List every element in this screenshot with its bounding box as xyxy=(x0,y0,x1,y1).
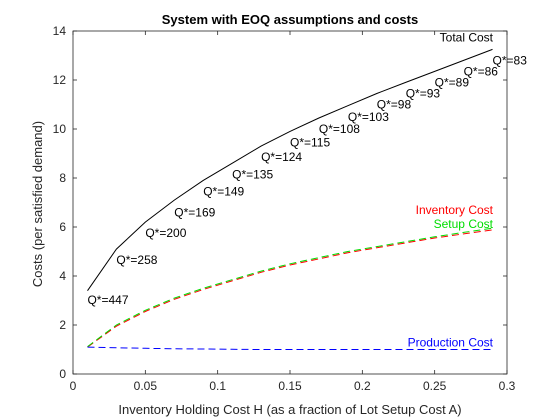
y-tick-label: 12 xyxy=(53,73,67,87)
q-star-annotation: Q*=200 xyxy=(145,226,186,240)
x-tick-label: 0.15 xyxy=(278,379,302,393)
q-star-annotation: Q*=108 xyxy=(319,122,360,136)
y-tick-label: 8 xyxy=(59,171,66,185)
inventory-cost-line xyxy=(87,229,493,348)
y-axis-ticks: 0 2 4 6 8 10 12 14 xyxy=(53,24,507,381)
production-cost-line xyxy=(87,346,493,350)
q-star-annotation: Q*=135 xyxy=(232,167,273,181)
y-tick-label: 10 xyxy=(53,122,67,136)
q-star-annotations: Q*=447 Q*=258 Q*=200 Q*=169 Q*=149 Q*=135 Q*=1… xyxy=(87,53,527,307)
chart-title: System with EOQ assumptions and costs xyxy=(162,12,418,27)
q-star-annotation: Q*=447 xyxy=(87,293,128,307)
q-star-annotation: Q*=169 xyxy=(174,205,215,219)
x-tick-label: 0 xyxy=(70,379,77,393)
series-lines xyxy=(87,48,493,350)
x-tick-label: 0.2 xyxy=(354,379,371,393)
q-star-annotation: Q*=89 xyxy=(435,75,470,89)
q-star-annotation: Q*=83 xyxy=(493,53,528,67)
q-star-annotation: Q*=258 xyxy=(116,253,157,267)
x-axis-label: Inventory Holding Cost H (as a fraction … xyxy=(118,402,461,417)
total-cost-label: Total Cost xyxy=(440,30,494,44)
q-star-annotation: Q*=93 xyxy=(406,86,441,100)
x-tick-label: 0.3 xyxy=(499,379,516,393)
q-star-annotation: Q*=149 xyxy=(203,184,244,198)
q-star-annotation: Q*=103 xyxy=(348,110,389,124)
q-star-annotation: Q*=98 xyxy=(377,98,412,112)
inventory-cost-label: Inventory Cost xyxy=(416,203,494,217)
setup-cost-line xyxy=(87,227,493,348)
x-axis-ticks: 0 0.05 0.1 0.15 0.2 0.25 0.3 xyxy=(70,31,516,393)
y-axis-label: Costs (per satisfied demand) xyxy=(30,121,45,287)
q-star-annotation: Q*=115 xyxy=(290,135,330,149)
y-tick-label: 4 xyxy=(59,269,66,283)
y-tick-label: 6 xyxy=(59,220,66,234)
setup-cost-label: Setup Cost xyxy=(434,217,494,231)
q-star-annotation: Q*=124 xyxy=(261,150,302,164)
q-star-annotation: Q*=86 xyxy=(464,64,499,78)
x-tick-label: 0.25 xyxy=(423,379,447,393)
y-tick-label: 0 xyxy=(59,367,66,381)
y-tick-label: 2 xyxy=(59,318,66,332)
y-tick-label: 14 xyxy=(53,24,67,38)
x-tick-label: 0.05 xyxy=(134,379,158,393)
total-cost-line xyxy=(87,48,493,291)
x-tick-label: 0.1 xyxy=(209,379,226,393)
production-cost-label: Production Cost xyxy=(408,336,494,350)
